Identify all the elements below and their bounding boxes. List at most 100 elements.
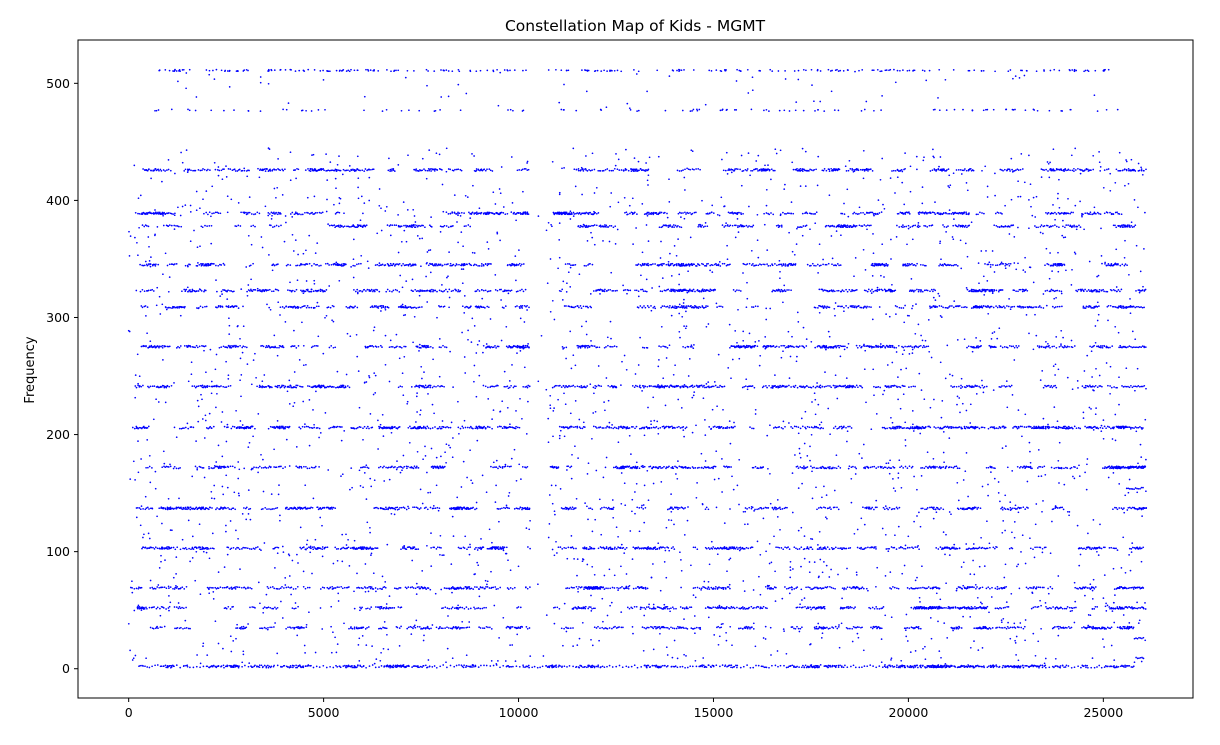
data-point — [1093, 666, 1096, 669]
data-point — [159, 626, 162, 628]
data-point — [307, 68, 310, 71]
data-point — [784, 586, 786, 588]
data-point — [1096, 110, 1099, 112]
data-point — [414, 626, 417, 629]
data-point — [1068, 511, 1071, 513]
data-point — [689, 467, 692, 469]
data-point — [201, 398, 203, 401]
data-point — [537, 380, 540, 383]
data-point — [877, 625, 880, 628]
data-point — [159, 313, 162, 315]
data-point — [494, 289, 497, 291]
data-point — [318, 436, 320, 439]
data-point — [520, 169, 523, 172]
data-point — [1023, 74, 1026, 77]
data-point — [707, 580, 710, 583]
data-point — [300, 289, 302, 292]
data-point — [687, 346, 690, 348]
data-point — [894, 305, 897, 307]
data-point — [784, 263, 787, 265]
data-point — [518, 463, 521, 466]
data-point — [214, 620, 217, 623]
data-point — [741, 386, 744, 389]
data-point — [429, 271, 432, 274]
data-point — [306, 305, 309, 307]
data-point — [1034, 523, 1037, 526]
data-point — [254, 289, 257, 291]
data-point — [335, 664, 337, 667]
data-point — [690, 564, 692, 567]
data-point — [881, 289, 884, 292]
data-point — [1084, 288, 1086, 291]
data-point — [591, 664, 594, 667]
data-point — [378, 466, 380, 469]
data-point — [692, 69, 695, 71]
data-point — [1087, 614, 1090, 616]
data-point — [935, 427, 937, 429]
data-point — [153, 548, 156, 550]
data-point — [478, 340, 481, 342]
data-point — [1041, 666, 1044, 669]
data-point — [525, 626, 528, 628]
data-point — [154, 546, 157, 549]
data-point — [851, 169, 854, 171]
data-point — [800, 565, 802, 568]
data-point — [776, 516, 779, 518]
data-point — [978, 282, 980, 285]
data-point — [187, 427, 190, 430]
data-point — [575, 109, 578, 112]
data-point — [334, 546, 337, 549]
data-point — [1114, 594, 1116, 596]
data-point — [814, 213, 817, 215]
data-point — [572, 354, 575, 357]
data-point — [457, 83, 460, 86]
data-point — [762, 605, 765, 608]
data-point — [973, 346, 976, 349]
data-point — [925, 508, 928, 511]
data-point — [390, 512, 393, 515]
data-point — [186, 664, 189, 667]
data-point — [868, 224, 871, 227]
data-point — [823, 485, 825, 488]
data-point — [157, 627, 159, 630]
data-point — [413, 506, 416, 509]
data-point — [701, 199, 703, 202]
data-point — [429, 491, 432, 494]
data-point — [529, 547, 531, 550]
data-point — [830, 386, 833, 389]
data-point — [883, 389, 886, 392]
data-point — [963, 664, 965, 667]
data-point — [241, 665, 243, 668]
data-point — [466, 426, 469, 429]
data-point — [276, 506, 279, 509]
data-point — [805, 345, 808, 347]
data-point — [791, 345, 794, 348]
data-point — [486, 580, 489, 583]
data-point — [509, 626, 512, 629]
data-point — [287, 102, 290, 104]
data-point — [280, 600, 282, 603]
data-point — [558, 607, 561, 610]
data-point — [1093, 94, 1096, 97]
data-point — [433, 665, 436, 667]
data-point — [422, 458, 424, 461]
data-point — [1098, 374, 1101, 377]
data-point — [191, 557, 194, 559]
data-point — [339, 169, 342, 172]
data-point — [732, 289, 735, 291]
data-point — [646, 305, 649, 307]
data-point — [471, 153, 473, 155]
data-point — [813, 100, 815, 103]
data-point — [547, 441, 550, 444]
data-point — [1076, 380, 1079, 382]
data-point — [529, 519, 531, 522]
data-point — [584, 605, 587, 608]
data-point — [696, 482, 698, 484]
data-point — [333, 169, 336, 172]
data-point — [894, 192, 896, 194]
data-point — [431, 666, 434, 668]
data-point — [1121, 508, 1124, 511]
data-point — [1118, 507, 1121, 509]
data-point — [721, 491, 723, 493]
data-point — [397, 606, 400, 608]
